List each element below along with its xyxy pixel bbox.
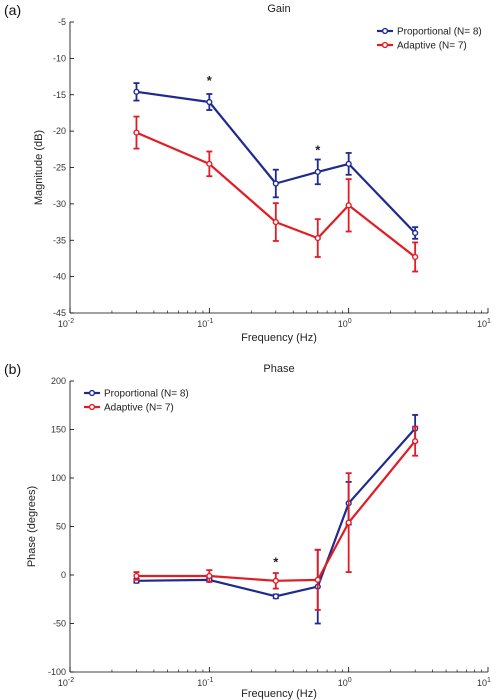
x-tick-label: 100	[338, 677, 352, 688]
data-point-adaptive	[272, 577, 279, 584]
data-point-proportional	[272, 593, 279, 600]
legend-marker-adaptive	[381, 41, 389, 49]
series-adaptive	[133, 115, 419, 273]
y-tick-label: -10	[53, 53, 66, 63]
x-tick-label: 101	[477, 318, 491, 329]
legend-label-adaptive: Adaptive (N= 7)	[104, 403, 174, 414]
data-point-proportional	[314, 168, 321, 175]
y-tick-label: -35	[53, 235, 66, 245]
x-tick-label: 101	[477, 677, 491, 688]
x-tick-label: 10-2	[58, 318, 74, 329]
data-point-adaptive	[314, 234, 321, 242]
data-point-adaptive	[133, 129, 140, 136]
data-point-adaptive	[206, 572, 213, 580]
series-proportional	[133, 82, 419, 240]
y-tick-label: -50	[53, 619, 66, 629]
x-tick-label: 10-1	[197, 318, 213, 329]
data-point-proportional	[133, 88, 140, 95]
data-point-adaptive	[272, 218, 279, 226]
y-tick-label: 200	[51, 376, 66, 386]
y-axis-label: Magnitude (dB)	[33, 130, 45, 205]
y-tick-label: 50	[56, 522, 66, 532]
significance-star: *	[273, 554, 279, 569]
data-point-adaptive	[412, 438, 419, 445]
data-point-adaptive	[345, 519, 352, 526]
gain-panel: (a) Gain -45 -40 -35 -30 -25 -20 -15 -10 -5 10-2 10-…	[4, 2, 491, 344]
x-tick-label: 100	[338, 318, 352, 329]
panel-label: (b)	[4, 361, 21, 377]
data-point-adaptive	[206, 160, 213, 167]
legend-label-adaptive: Adaptive (N= 7)	[397, 41, 467, 52]
legend: Proportional (N= 8) Adaptive (N= 7)	[84, 389, 189, 414]
y-tick-label: -40	[53, 272, 66, 282]
series-proportional	[133, 414, 419, 625]
y-tick-label: 0	[61, 570, 66, 580]
series-line-adaptive	[136, 131, 416, 258]
series-line-proportional	[136, 427, 416, 598]
x-axis-label: Frequency (Hz)	[241, 688, 317, 700]
y-tick-label: 150	[51, 425, 66, 435]
series-line-proportional	[136, 90, 416, 234]
y-tick-label: 100	[51, 473, 66, 483]
phase-panel: (b) Phase -100 -50 0 50 100 150 200 10-2 10-1 100 10…	[4, 361, 491, 700]
x-tick-label: 10-1	[197, 677, 213, 688]
y-tick-label: -5	[58, 17, 66, 27]
chart-title: Gain	[267, 3, 290, 15]
legend-label-proportional: Proportional (N= 8)	[104, 389, 189, 400]
y-tick-label: -45	[53, 308, 66, 318]
data-point-proportional	[412, 229, 419, 237]
data-point-adaptive	[314, 576, 321, 583]
y-tick-label: -15	[53, 90, 66, 100]
y-tick-label: -20	[53, 126, 66, 136]
legend-marker-proportional	[88, 389, 96, 397]
data-point-proportional	[272, 180, 279, 187]
x-tick-label: 10-2	[58, 677, 74, 688]
data-point-adaptive	[345, 202, 352, 209]
x-axis-label: Frequency (Hz)	[241, 332, 317, 344]
y-tick-label: -25	[53, 163, 66, 173]
y-axis-label: Phase (degrees)	[26, 486, 38, 567]
chart-title: Phase	[263, 363, 294, 375]
legend: Proportional (N= 8) Adaptive (N= 7)	[377, 27, 482, 52]
series-line-adaptive	[136, 440, 416, 582]
significance-star: *	[207, 73, 213, 88]
significance-star: *	[315, 142, 321, 157]
legend-marker-proportional	[381, 27, 389, 35]
data-point-proportional	[345, 160, 352, 167]
series-adaptive	[133, 425, 419, 611]
data-point-adaptive	[412, 253, 419, 261]
legend-marker-adaptive	[88, 403, 96, 411]
panel-label: (a)	[4, 2, 21, 18]
data-point-adaptive	[133, 572, 140, 580]
y-tick-label: -30	[53, 199, 66, 209]
y-tick-label: -100	[48, 667, 66, 677]
data-point-proportional	[206, 98, 213, 106]
legend-label-proportional: Proportional (N= 8)	[397, 27, 482, 38]
